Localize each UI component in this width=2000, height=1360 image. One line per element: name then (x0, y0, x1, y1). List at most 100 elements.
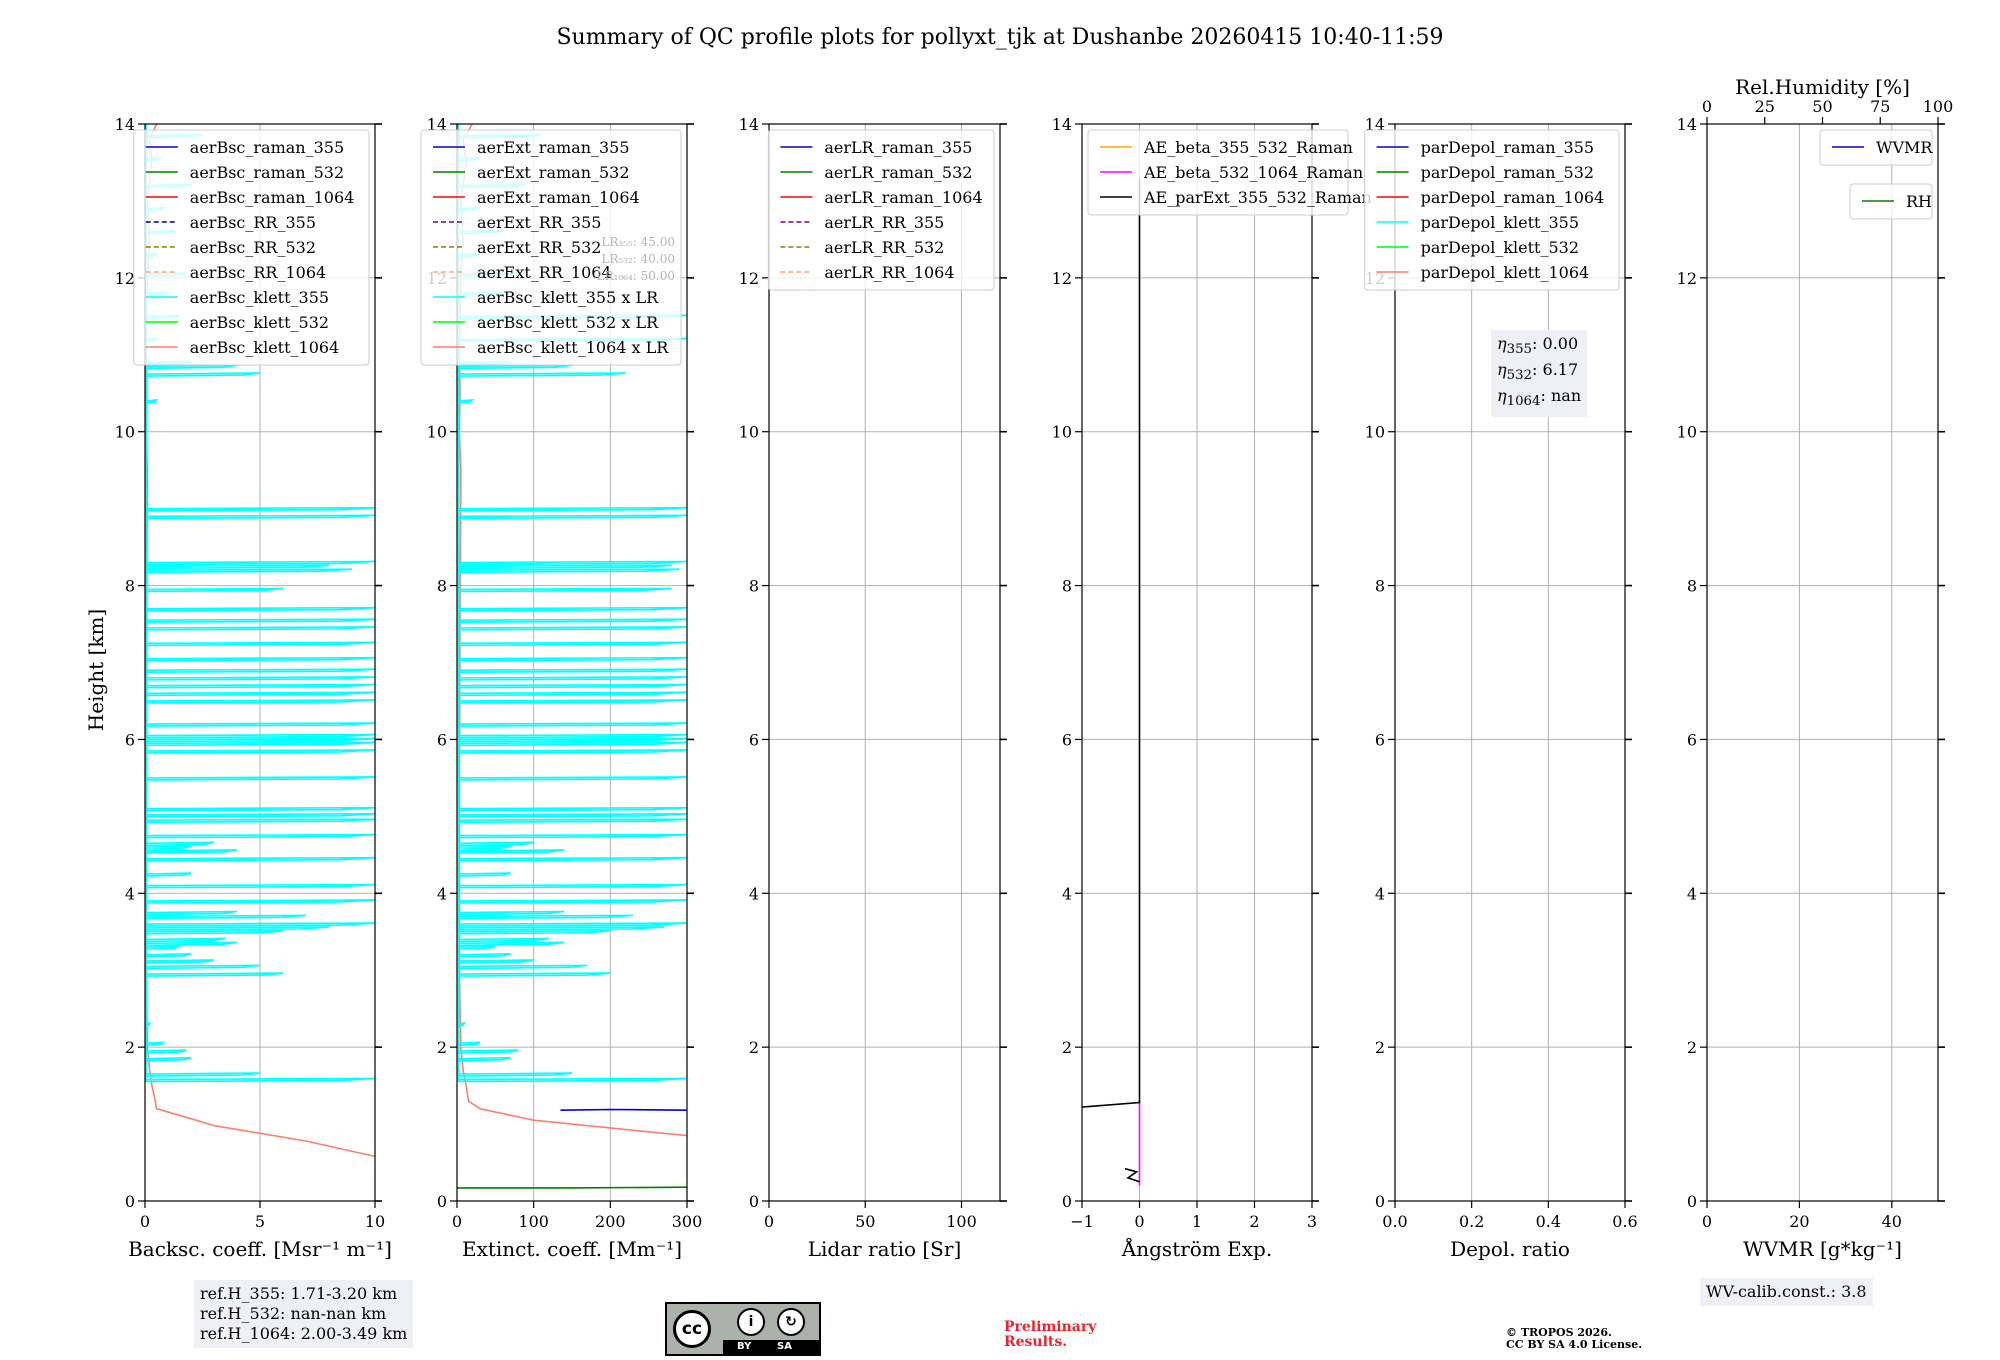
preliminary-line-1: Preliminary (1004, 1319, 1097, 1335)
series-spike (458, 656, 687, 662)
series-spike (146, 683, 375, 689)
y-tick-label: 4 (125, 884, 135, 903)
legend-label: aerBsc_klett_1064 x LR (477, 338, 669, 357)
x-tick-label: 0.4 (1536, 1212, 1561, 1231)
series-spike (458, 733, 687, 739)
series-spike (146, 833, 375, 839)
series-spike (458, 364, 573, 370)
y-tick-label: 14 (1677, 115, 1697, 134)
axes-frame (1394, 123, 1626, 1202)
series-spike (146, 941, 238, 947)
series-spike (146, 749, 375, 754)
legend-label: AE_parExt_355_532_Raman (1143, 188, 1372, 207)
series-spike (146, 929, 284, 935)
y-tick-label: 2 (749, 1038, 759, 1057)
series-spike (146, 618, 375, 623)
legend-label: aerBsc_klett_532 x LR (477, 313, 659, 332)
legend-label: aerExt_raman_532 (477, 163, 630, 182)
series-spike (146, 733, 375, 739)
x-tick-label: 0 (452, 1212, 462, 1231)
series-spike (146, 806, 375, 812)
y-tick-label: 4 (437, 884, 447, 903)
series-spike (146, 691, 375, 697)
series-spike (146, 398, 159, 404)
x-axis-label: WVMR [g*kg⁻¹] (1743, 1237, 1902, 1261)
y-tick-label: 12 (115, 269, 135, 288)
legend-label: aerBsc_klett_1064 (190, 338, 339, 357)
figure-title: Summary of QC profile plots for pollyxt_… (556, 25, 1443, 50)
y-tick-label: 14 (739, 115, 759, 134)
wv-calib-box: WV-calib.const.: 3.8 (1700, 1278, 1873, 1306)
axes-frame (1706, 123, 1939, 1202)
legend-frame (767, 129, 995, 291)
lr-label: LR₅₃₂: 40.00 (601, 252, 675, 266)
series-spike (458, 1056, 511, 1062)
series-spike (458, 929, 611, 935)
y-tick-label: 8 (1062, 577, 1072, 596)
top-x-tick-label: 75 (1870, 97, 1890, 116)
series-aerBsc_klett_355 x LR (457, 124, 687, 1083)
series-spike (146, 937, 226, 943)
eta-1064: η1064: nan (1497, 386, 1582, 410)
legend-label: parDepol_klett_532 (1421, 238, 1579, 257)
wv-calib-const: WV-calib.const.: 3.8 (1706, 1282, 1867, 1301)
series-spike (458, 818, 687, 824)
series-spike (146, 883, 375, 889)
x-tick-label: 0.2 (1459, 1212, 1484, 1231)
y-tick-label: 0 (1062, 1192, 1072, 1211)
lr-label: LR₁₀₆₄: 50.00 (597, 269, 675, 283)
series-spike (458, 849, 565, 854)
series-spike (458, 872, 511, 877)
legend-frame (1087, 129, 1349, 216)
series-spike (146, 506, 375, 512)
series-spike (146, 514, 375, 520)
legend-frame (420, 129, 682, 366)
y-tick-label: 4 (1375, 884, 1385, 903)
top-x-tick-label: 50 (1812, 97, 1832, 116)
copyright-line-2: CC BY SA 4.0 License. (1506, 1338, 1643, 1351)
y-tick-label: 12 (1677, 269, 1697, 288)
legend-label: aerBsc_RR_1064 (190, 263, 326, 282)
series-spike (458, 883, 687, 889)
legend-rh: RH (1849, 183, 1933, 220)
series-spike (146, 1041, 167, 1047)
series-spike (145, 1021, 151, 1027)
copyright-note: © TROPOS 2026. CC BY SA 4.0 License. (1506, 1327, 1642, 1351)
legend: WVMR (1819, 129, 1933, 166)
series-spike (146, 668, 375, 673)
series-spike (458, 856, 687, 862)
x-axis-label: Backsc. coeff. [Msr⁻¹ m⁻¹] (128, 1237, 392, 1261)
series-spike (458, 568, 680, 573)
series-spike (146, 741, 375, 747)
series-spike (458, 845, 511, 850)
preliminary-note: Preliminary Results. (1004, 1320, 1096, 1350)
legend-label: parDepol_raman_532 (1421, 163, 1594, 182)
y-tick-label: 10 (427, 423, 447, 442)
y-tick-label: 2 (1062, 1038, 1072, 1057)
panel-lidar_ratio: 0 50 100 0 2 4 6 8 10 12 14 Lidar ratio [Sr] aerLR_r… (739, 115, 1007, 1261)
x-tick-label: 20 (1789, 1212, 1809, 1231)
series-spike (458, 806, 687, 812)
top-x-tick-label: 100 (1923, 97, 1954, 116)
axes-frame (768, 123, 1001, 1202)
series-spike (146, 364, 238, 370)
eta-355: η355: 0.00 (1497, 334, 1579, 358)
y-tick-label: 14 (427, 115, 447, 134)
legend-label: parDepol_klett_1064 (1421, 263, 1590, 282)
y-tick-label: 2 (125, 1038, 135, 1057)
legend-label: aerExt_RR_532 (477, 238, 601, 257)
series-spike (458, 1049, 519, 1054)
series-spike (146, 926, 330, 931)
series-spike (458, 841, 534, 847)
legend-label: aerExt_RR_355 (477, 213, 601, 232)
y-tick-label: 4 (1687, 884, 1697, 903)
panel-backscatter: 0 5 10 0 2 4 6 8 10 12 14 Backsc. coeff. [Msr⁻¹ m⁻¹… (115, 115, 392, 1261)
series-spike (146, 641, 375, 647)
cc-sa-label: SA (777, 1341, 792, 1352)
series-spike (458, 937, 550, 943)
x-tick-label: 5 (255, 1212, 265, 1231)
series-spike (146, 606, 375, 612)
legend-label: aerExt_raman_355 (477, 138, 630, 157)
